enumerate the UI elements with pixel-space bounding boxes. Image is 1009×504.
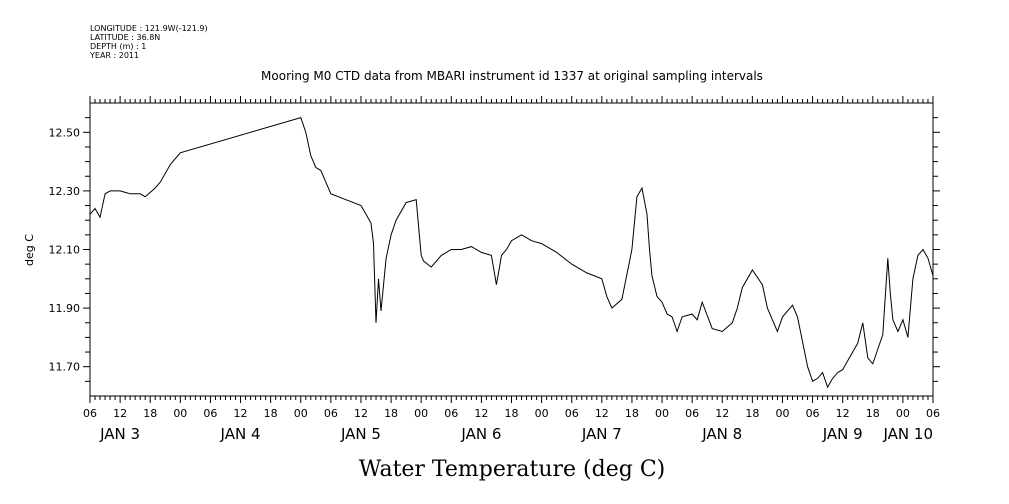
x-tick-label: 00 xyxy=(535,407,549,420)
header-line-longitude: LONGITUDE : 121.9W(-121.9) xyxy=(90,24,208,33)
x-tick-label: 00 xyxy=(655,407,669,420)
day-labels: JAN 3 JAN 4 JAN 5 JAN 6 JAN 7 JAN 8 JAN 9 JAN 1… xyxy=(99,425,933,443)
x-axis-label: Water Temperature (deg C) xyxy=(359,457,666,482)
x-tick-label: 06 xyxy=(324,407,338,420)
header-line-latitude: LATITUDE : 36.8N xyxy=(90,33,160,42)
x-tick-label: 18 xyxy=(866,407,880,420)
x-tick-label: 18 xyxy=(384,407,398,420)
x-tick-label: 12 xyxy=(595,407,609,420)
day-label: JAN 10 xyxy=(883,425,934,443)
day-label: JAN 8 xyxy=(701,425,742,443)
y-tick-label: 12.50 xyxy=(49,126,81,139)
x-tick-label: 00 xyxy=(775,407,789,420)
y-tick-label: 12.30 xyxy=(49,185,81,198)
y-axis-label: deg C xyxy=(23,234,36,266)
series-line xyxy=(89,116,934,389)
x-tick-label: 06 xyxy=(565,407,579,420)
header-info: LONGITUDE : 121.9W(-121.9) LATITUDE : 36… xyxy=(89,24,208,60)
header-line-depth: DEPTH (m) : 1 xyxy=(90,42,146,51)
x-tick-label: 18 xyxy=(505,407,519,420)
x-tick-label: 12 xyxy=(354,407,368,420)
x-tick-label: 06 xyxy=(806,407,820,420)
x-tick-label: 12 xyxy=(234,407,248,420)
x-tick-label: 12 xyxy=(474,407,488,420)
x-tick-label: 12 xyxy=(715,407,729,420)
x-tick-label: 18 xyxy=(143,407,157,420)
day-label: JAN 4 xyxy=(220,425,261,443)
x-tick-label: 06 xyxy=(685,407,699,420)
x-tick-label: 00 xyxy=(414,407,428,420)
x-tick-label: 00 xyxy=(896,407,910,420)
day-label: JAN 9 xyxy=(822,425,863,443)
header-line-year: YEAR : 2011 xyxy=(89,51,139,60)
axis-ticks xyxy=(83,96,940,403)
day-label: JAN 3 xyxy=(99,425,140,443)
x-tick-label: 18 xyxy=(264,407,278,420)
y-tick-label: 12.10 xyxy=(49,244,81,257)
x-tick-label: 06 xyxy=(444,407,458,420)
y-tick-labels: 11.70 11.90 12.10 12.30 12.50 xyxy=(49,126,81,373)
day-label: JAN 5 xyxy=(340,425,381,443)
x-tick-label: 06 xyxy=(203,407,217,420)
x-tick-label: 12 xyxy=(836,407,850,420)
x-tick-label: 18 xyxy=(625,407,639,420)
day-label: JAN 6 xyxy=(460,425,501,443)
y-tick-label: 11.70 xyxy=(49,361,81,374)
x-tick-labels: 06 12 18 00 06 12 18 00 06 12 18 00 06 12 18 00 06 12 18 00… xyxy=(83,407,940,420)
y-tick-label: 11.90 xyxy=(49,302,81,315)
plot-frame xyxy=(89,102,934,397)
x-tick-label: 12 xyxy=(113,407,127,420)
x-tick-label: 06 xyxy=(926,407,940,420)
day-label: JAN 7 xyxy=(581,425,622,443)
x-tick-label: 00 xyxy=(173,407,187,420)
x-tick-label: 06 xyxy=(83,407,97,420)
x-tick-label: 18 xyxy=(745,407,759,420)
x-tick-label: 00 xyxy=(294,407,308,420)
chart-title: Mooring M0 CTD data from MBARI instrumen… xyxy=(261,69,763,83)
